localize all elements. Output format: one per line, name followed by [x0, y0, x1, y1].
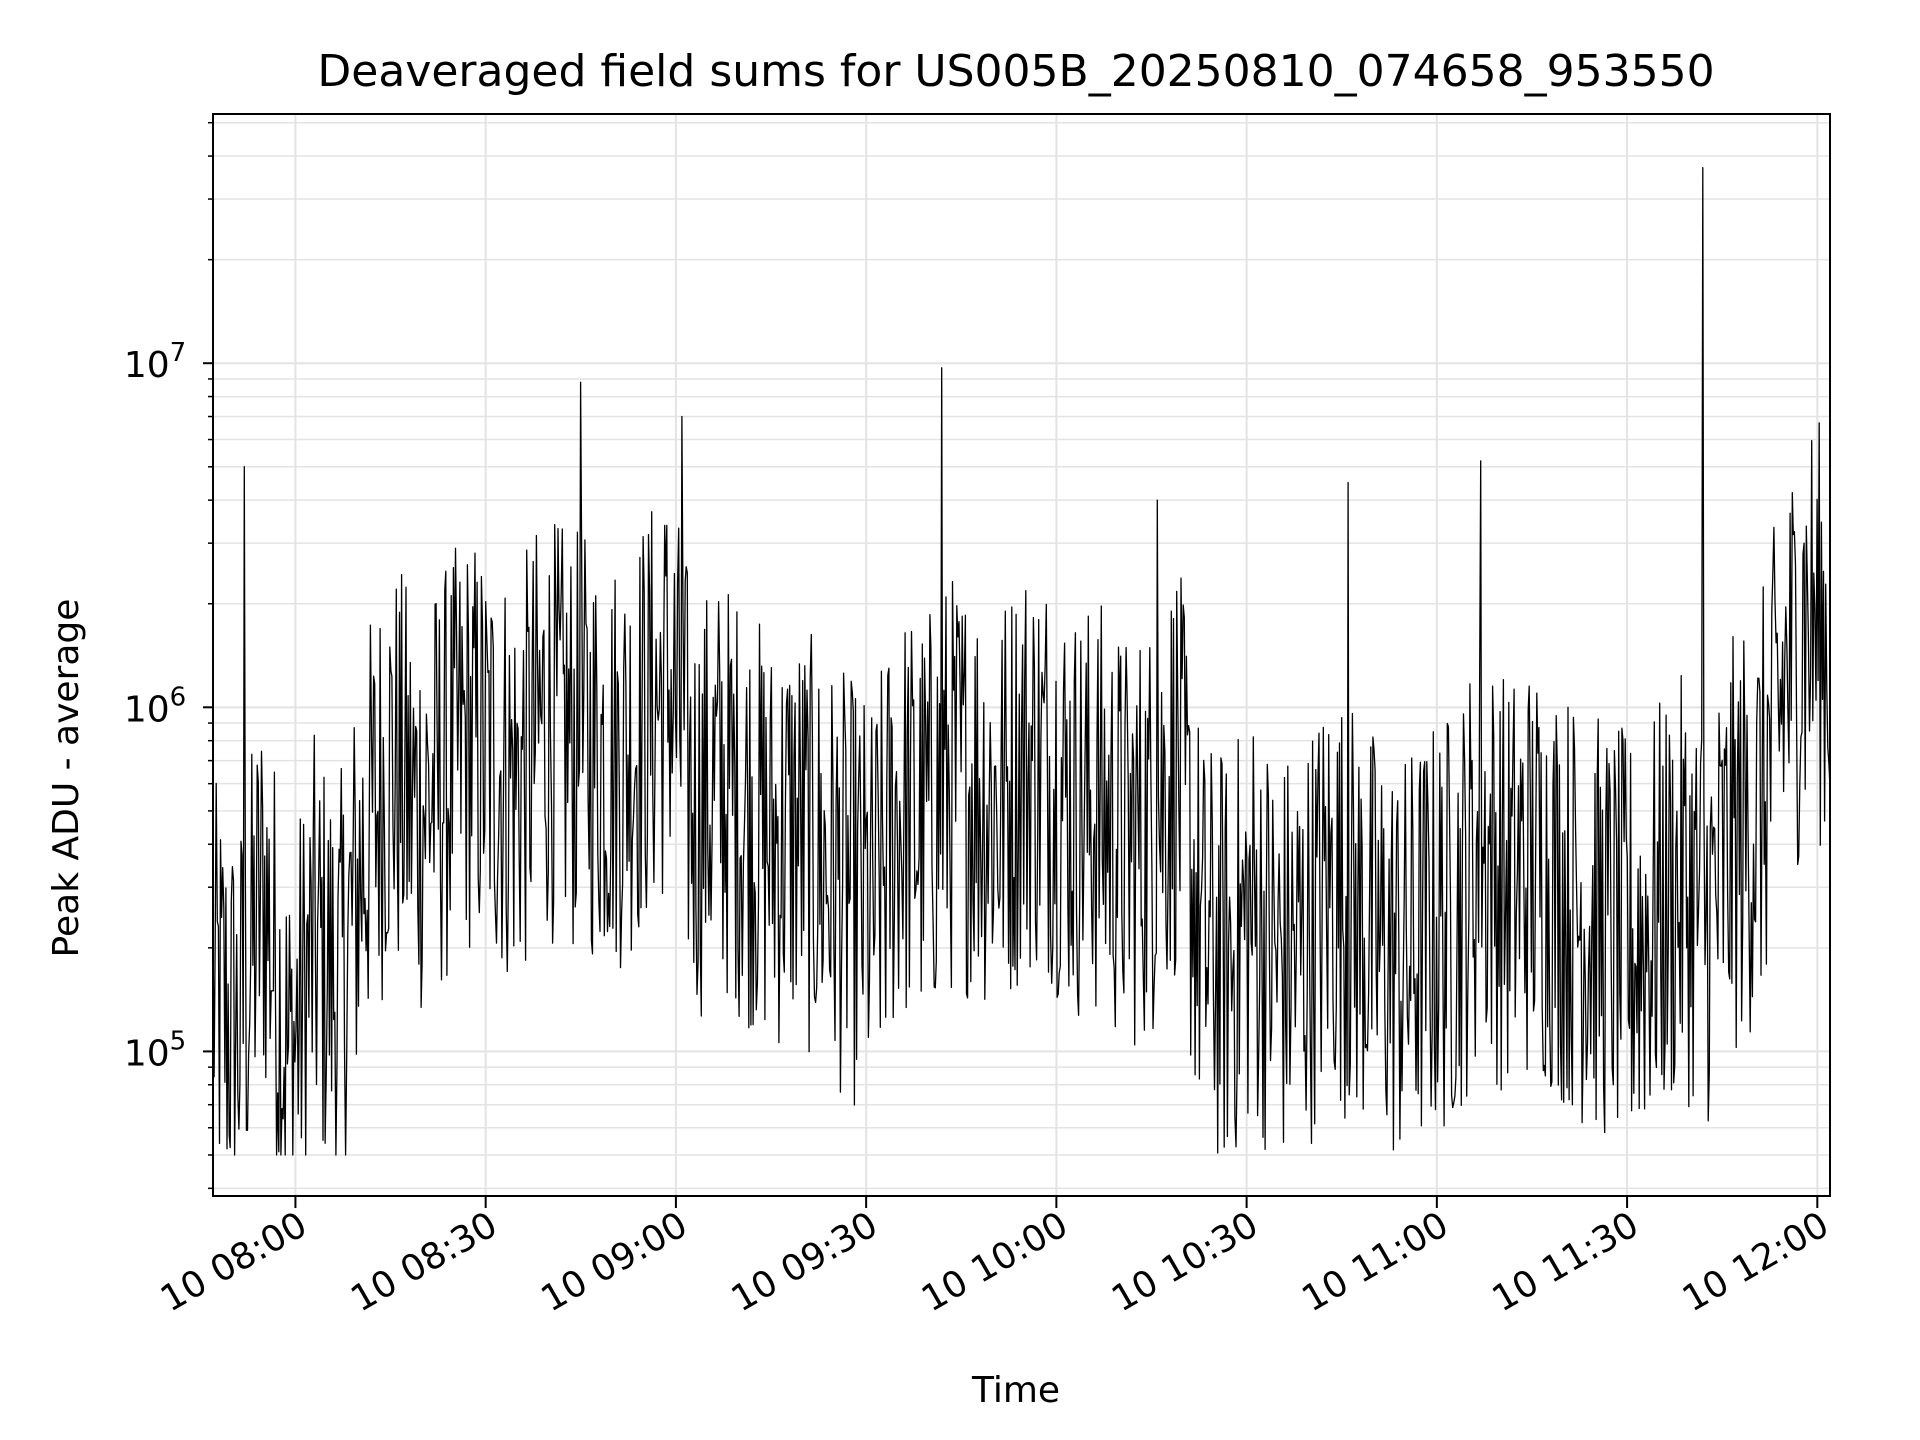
- data-series-group: [212, 167, 1831, 1156]
- data-series-line: [212, 167, 1831, 1156]
- y-tick-label: 107: [124, 338, 186, 386]
- chart-title: Deaveraged field sums for US005B_2025081…: [317, 46, 1714, 97]
- plot-area-frame: [212, 113, 1831, 1197]
- y-axis-label: Peak ADU - average: [46, 599, 87, 958]
- y-tick-label: 105: [124, 1026, 186, 1074]
- tick-marks: [203, 121, 1819, 1208]
- x-axis-label: Time: [971, 1370, 1060, 1411]
- y-tick-label: 106: [124, 682, 186, 730]
